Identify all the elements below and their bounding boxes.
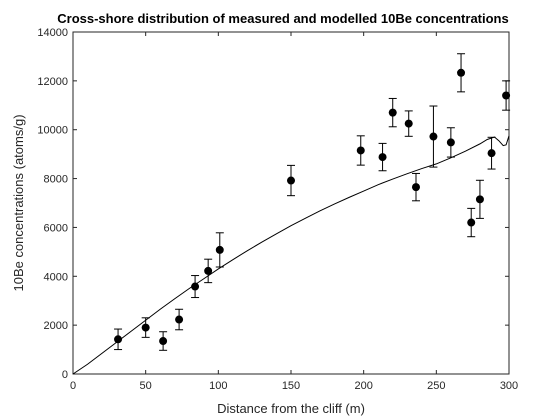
data-point (429, 132, 438, 141)
data-point (378, 153, 387, 162)
data-point (487, 149, 496, 158)
x-axis: 0 50 100 150 200 250 300 (70, 32, 518, 392)
chart-title: Cross-shore distribution of measured and… (57, 11, 508, 26)
x-tick-label: 300 (500, 380, 518, 392)
data-point (175, 315, 184, 324)
data-point (467, 218, 476, 227)
data-point (191, 282, 200, 291)
data-point (141, 323, 150, 332)
data-point (411, 183, 420, 192)
data-point (287, 176, 295, 185)
model-curve-group (72, 135, 510, 375)
plot-area-frame (72, 31, 510, 375)
y-tick-label: 2000 (44, 320, 68, 332)
data-point (356, 146, 365, 155)
data-point (114, 335, 123, 344)
data-points-group (114, 53, 511, 351)
data-point (204, 266, 213, 275)
x-tick-label: 150 (282, 380, 300, 392)
y-tick-label: 0 (62, 369, 68, 381)
y-tick-label: 8000 (44, 174, 68, 186)
y-tick-label: 10000 (37, 125, 68, 137)
data-point (404, 119, 413, 128)
data-point (215, 245, 224, 254)
data-point (457, 68, 466, 77)
data-point (159, 337, 168, 346)
y-axis: 0 2000 4000 6000 8000 10000 12000 14000 (37, 27, 509, 381)
data-point (446, 138, 455, 147)
x-tick-label: 0 (70, 380, 76, 392)
x-tick-label: 250 (427, 380, 445, 392)
data-point (475, 195, 484, 204)
x-tick-label: 100 (209, 380, 227, 392)
x-tick-label: 200 (354, 380, 372, 392)
x-tick-label: 50 (140, 380, 152, 392)
model-curve (72, 135, 510, 375)
data-point (388, 108, 397, 117)
y-tick-label: 4000 (44, 271, 68, 283)
y-axis-label: 10Be concentrations (atoms/g) (11, 114, 26, 291)
y-tick-label: 6000 (44, 222, 68, 234)
y-tick-label: 12000 (37, 76, 68, 88)
y-tick-label: 14000 (37, 27, 68, 39)
x-axis-label: Distance from the cliff (m) (217, 401, 365, 416)
data-point (502, 91, 511, 100)
